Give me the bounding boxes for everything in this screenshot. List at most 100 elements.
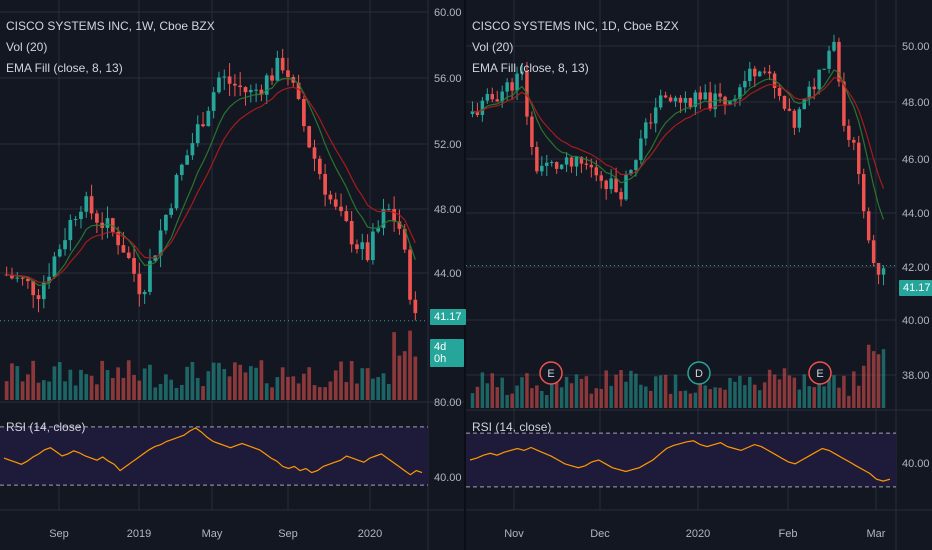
candle-body <box>822 68 826 70</box>
candle-body <box>355 244 359 250</box>
candle-body <box>402 228 407 250</box>
candle-body <box>683 97 688 103</box>
ema-line <box>6 86 416 283</box>
candle-body <box>57 249 62 257</box>
volume-bar <box>116 367 120 400</box>
candle-body <box>827 50 831 69</box>
volume-bar <box>307 367 312 400</box>
volume-bar <box>402 351 407 400</box>
candle-body <box>317 158 322 175</box>
rsi-band <box>0 426 428 486</box>
daily-legend: CISCO SYSTEMS INC, 1D, Cboe BZX Vol (20)… <box>472 16 679 79</box>
volume-bar <box>530 388 534 408</box>
volume-bar <box>703 385 707 408</box>
volume-bar <box>73 385 78 400</box>
volume-bar <box>79 369 83 400</box>
candle-body <box>564 157 569 165</box>
volume-bar <box>89 375 94 400</box>
candle-body <box>728 101 732 105</box>
candle-body <box>36 295 41 300</box>
volume-bar <box>574 374 579 408</box>
time-tick-label: Feb <box>779 528 798 540</box>
candle-body <box>238 85 243 88</box>
candle-body <box>753 68 757 77</box>
candle-body <box>10 274 14 279</box>
rsi-tick-label: 40.00 <box>902 458 930 470</box>
volume-bar <box>105 370 110 400</box>
candle-body <box>63 240 67 250</box>
candle-body <box>286 70 290 78</box>
volume-bar <box>137 380 142 400</box>
candle-body <box>797 109 802 128</box>
volume-bar <box>876 354 881 408</box>
candle-body <box>95 213 99 223</box>
volume-bar <box>339 361 343 400</box>
candle-body <box>569 157 574 167</box>
volume-bar <box>243 372 248 400</box>
event-label: E <box>547 368 554 380</box>
volume-bar <box>757 390 762 408</box>
time-tick-label: Nov <box>504 528 524 540</box>
candle-body <box>142 291 147 295</box>
candle-body <box>792 110 797 128</box>
volume-bar <box>355 383 359 400</box>
daily-chart-svg[interactable]: 50.00 48.00 46.00 44.00 42.00 40.00 38.00 Nov De… <box>466 0 932 550</box>
volume-bar <box>291 376 296 400</box>
volume-bar <box>609 385 613 408</box>
volume-bar <box>20 381 25 400</box>
candle-body <box>68 220 73 241</box>
volume-bar <box>753 384 757 408</box>
candle-body <box>397 221 402 229</box>
volume-bar <box>852 371 856 408</box>
volume-bar <box>485 383 490 408</box>
candle-body <box>105 218 110 228</box>
candle-body <box>413 299 418 314</box>
volume-bar <box>270 387 274 400</box>
volume-bar <box>871 351 876 408</box>
candle-body <box>116 232 120 246</box>
volume-bar <box>36 382 41 400</box>
volume-bar <box>238 364 243 400</box>
volume-bar <box>360 368 365 400</box>
volume-bar <box>349 360 354 400</box>
candle-body <box>629 170 633 175</box>
volume-bar <box>837 387 841 408</box>
volume-bar <box>211 362 216 400</box>
candle-body <box>743 80 747 88</box>
time-tick-label: 2020 <box>358 528 382 540</box>
candle-body <box>333 199 338 207</box>
candle-body <box>371 231 375 261</box>
volume-bar <box>525 373 529 408</box>
weekly-chart-svg[interactable]: 60.00 56.00 52.00 48.00 44.00 Sep 2019 May Sep 20… <box>0 0 464 550</box>
event-marker-e: E <box>539 361 563 385</box>
weekly-chart-panel[interactable]: 60.00 56.00 52.00 48.00 44.00 Sep 2019 May Sep 20… <box>0 0 466 550</box>
candle-body <box>349 221 354 245</box>
candle-body <box>678 97 683 103</box>
price-tick-label: 46.00 <box>902 154 930 166</box>
volume-bar <box>100 360 105 400</box>
volume-bar <box>693 392 698 408</box>
volume-bar <box>777 379 782 408</box>
candle-body <box>767 71 772 74</box>
candle-body <box>876 263 881 275</box>
candle-body <box>535 147 539 172</box>
volume-bar <box>296 383 301 400</box>
volume-bar <box>344 382 349 400</box>
volume-bar <box>41 380 46 400</box>
volume-bar <box>386 384 391 400</box>
candle-body <box>376 228 381 232</box>
candle-body <box>381 209 386 229</box>
volume-bar <box>589 393 594 408</box>
daily-chart-panel[interactable]: 50.00 48.00 46.00 44.00 42.00 40.00 38.00 Nov De… <box>466 0 932 550</box>
candle-body <box>500 91 504 102</box>
candle-body <box>777 88 782 96</box>
volume-bar <box>748 376 752 408</box>
candle-body <box>164 214 168 231</box>
volume-bar <box>599 388 603 408</box>
candle-body <box>762 71 767 73</box>
volume-bar <box>169 379 174 400</box>
candle-body <box>264 75 269 95</box>
candle-body <box>653 107 658 124</box>
volume-bar <box>535 385 539 408</box>
candle-body <box>649 122 653 124</box>
